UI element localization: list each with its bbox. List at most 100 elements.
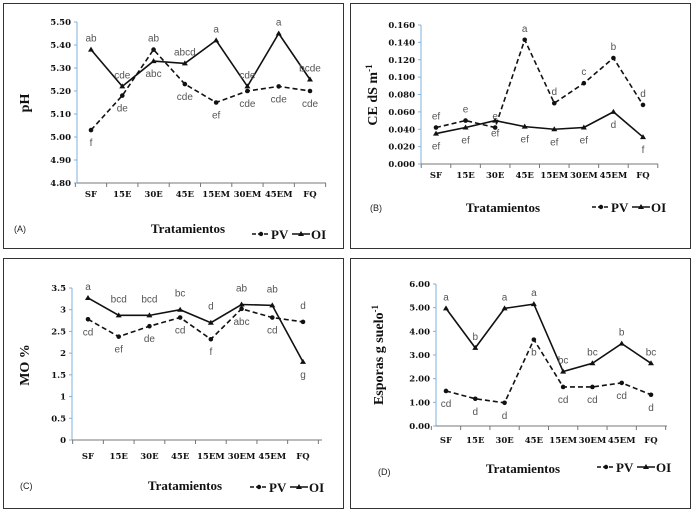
- y-tick-label: 1.00: [409, 398, 430, 408]
- y-tick-label: 5.20: [50, 87, 71, 97]
- significance-letter: b: [611, 42, 617, 53]
- y-axis-title: MO %: [18, 344, 33, 386]
- y-tick-label: 4.90: [50, 156, 71, 166]
- legend-marker-triangle: [296, 484, 302, 489]
- significance-letter: e: [463, 105, 469, 116]
- series-line-pv: [90, 48, 311, 131]
- significance-letter: cde: [302, 99, 319, 110]
- x-tick-label: 45EM: [265, 190, 293, 200]
- data-point-pv: [433, 125, 439, 130]
- data-point-pv: [492, 125, 498, 130]
- x-tick-label: 45EM: [258, 452, 286, 462]
- x-tick-label: 45E: [525, 436, 544, 446]
- y-tick-label: 4.00: [409, 327, 430, 337]
- legend-marker-triangle: [638, 204, 644, 209]
- significance-letter: bc: [587, 347, 598, 358]
- data-point-pv: [531, 337, 537, 342]
- significance-letter: b: [531, 348, 537, 359]
- significance-letter: b: [473, 332, 479, 343]
- y-tick-label: 0: [60, 436, 66, 446]
- x-tick-label: SF: [82, 452, 94, 462]
- y-tick-label: 0.120: [388, 56, 415, 66]
- data-point-pv: [522, 37, 528, 43]
- x-tick-label: 30E: [144, 190, 163, 200]
- significance-letter: d: [473, 407, 479, 418]
- y-tick-label: 0.160: [388, 21, 415, 31]
- significance-letter: a: [502, 292, 508, 303]
- x-tick-label: 45E: [176, 190, 195, 200]
- significance-letter: ab: [148, 34, 160, 45]
- y-tick-label: 1.5: [51, 371, 66, 381]
- significance-letter: d: [611, 120, 617, 131]
- significance-letter: abc: [234, 317, 250, 328]
- legend-label-pv: PV: [611, 200, 629, 215]
- data-point-pv: [213, 100, 219, 105]
- data-point-pv: [443, 388, 449, 394]
- significance-letter: abcd: [174, 47, 196, 58]
- y-tick-label: 5.00: [50, 133, 71, 143]
- y-axis-title-superscript: -1: [370, 304, 380, 312]
- data-point-pv: [590, 384, 595, 390]
- data-point-oi: [640, 134, 646, 140]
- data-point-pv: [147, 323, 152, 329]
- significance-letter: cde: [271, 94, 288, 105]
- data-point-pv: [611, 55, 616, 61]
- data-point-pv: [560, 384, 566, 390]
- significance-letter: cd: [83, 327, 94, 338]
- panel-label: (C): [20, 481, 33, 491]
- legend-marker-triangle: [643, 464, 649, 469]
- x-tick-label: 15E: [456, 171, 475, 181]
- data-point-pv: [88, 127, 94, 133]
- significance-letter: d: [552, 87, 558, 98]
- legend-label-pv: PV: [269, 480, 287, 495]
- significance-letter: d: [502, 411, 508, 422]
- y-tick-label: 0.040: [388, 125, 415, 135]
- panel-border: [3, 258, 344, 509]
- significance-letter: a: [213, 24, 219, 35]
- significance-letter: a: [85, 282, 91, 293]
- data-point-oi: [119, 83, 126, 89]
- significance-letter: d: [640, 89, 646, 100]
- panel-border: [350, 3, 691, 249]
- x-axis-title: Tratamientos: [486, 461, 560, 476]
- x-tick-label: 30EM: [228, 452, 256, 462]
- data-point-oi: [551, 126, 558, 132]
- significance-letter: ef: [432, 142, 441, 153]
- significance-letter: ef: [115, 345, 124, 356]
- significance-letter: bcde: [299, 64, 321, 75]
- data-point-oi: [648, 360, 654, 366]
- significance-letter: ef: [580, 136, 589, 147]
- y-tick-label: 5.00: [409, 304, 430, 314]
- data-point-oi: [146, 312, 153, 318]
- data-point-oi: [443, 305, 449, 311]
- x-tick-label: FQ: [636, 171, 650, 181]
- y-tick-label: 1: [60, 393, 66, 403]
- x-tick-label: SF: [430, 171, 442, 181]
- data-point-oi: [213, 37, 220, 43]
- x-tick-label: 45E: [516, 171, 535, 181]
- x-tick-label: 30E: [486, 171, 505, 181]
- significance-letter: cd: [587, 395, 598, 406]
- data-point-pv: [640, 102, 646, 108]
- x-tick-label: 30EM: [234, 190, 262, 200]
- x-tick-label: 30EM: [579, 436, 607, 446]
- y-axis-title-text: CE dS m: [366, 72, 381, 126]
- significance-letter: d: [300, 301, 306, 312]
- x-tick-label: 15EM: [540, 171, 568, 181]
- x-tick-label: 15EM: [202, 190, 230, 200]
- significance-letter: cd: [616, 391, 627, 402]
- y-tick-label: 5.50: [50, 18, 71, 28]
- data-point-pv: [119, 93, 125, 98]
- chart-panel-b: 0.000 0.020 0.040 0.060 0.080 0.100 0.120 0.140…: [350, 3, 691, 249]
- x-tick-label: 30EM: [570, 171, 598, 181]
- x-axis-title: Tratamientos: [148, 478, 222, 493]
- series-line-oi: [87, 297, 304, 363]
- significance-letter: f: [209, 347, 212, 358]
- significance-letter: cd: [267, 326, 278, 337]
- data-point-oi: [589, 360, 596, 366]
- y-tick-label: 2: [60, 349, 66, 359]
- data-point-pv: [85, 316, 91, 322]
- significance-letter: cde: [239, 70, 256, 81]
- series-line-oi: [90, 32, 311, 88]
- y-tick-label: 0.020: [388, 143, 415, 153]
